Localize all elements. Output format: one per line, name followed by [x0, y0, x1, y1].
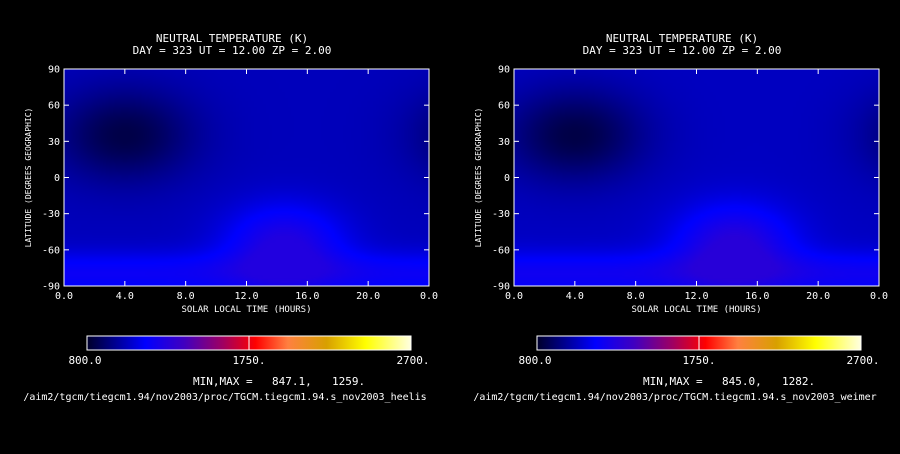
x-tick-label: 12.0: [684, 291, 708, 302]
chart-subtitle: DAY = 323 UT = 12.00 ZP = 2.00: [583, 44, 782, 57]
max-value: 1282.: [782, 375, 815, 388]
max-value: 1259.: [332, 375, 365, 388]
x-tick-label: 4.0: [116, 291, 134, 302]
y-tick-label: 30: [498, 137, 510, 148]
minmax-label: MIN,MAX =: [193, 375, 253, 388]
minmax-label: MIN,MAX =: [643, 375, 703, 388]
y-tick-label: 90: [498, 65, 510, 76]
x-tick-label: 0.0: [420, 291, 438, 302]
y-tick-label: -30: [492, 209, 510, 220]
x-tick-label: 0.0: [870, 291, 888, 302]
x-tick-label: 0.0: [55, 291, 73, 302]
x-tick-label: 8.0: [627, 291, 645, 302]
x-tick-label: 20.0: [356, 291, 380, 302]
y-tick-label: 30: [48, 137, 60, 148]
y-axis-label: LATITUDE (DEGREES GEOGRAPHIC): [474, 108, 483, 248]
panel-2: NEUTRAL TEMPERATURE (K)DAY = 323 UT = 12…: [473, 32, 888, 403]
x-tick-label: 0.0: [505, 291, 523, 302]
panel-1: NEUTRAL TEMPERATURE (K)DAY = 323 UT = 12…: [23, 32, 438, 403]
colorbar-max-label: 2700.: [846, 354, 879, 367]
min-value: 847.1,: [272, 375, 312, 388]
heatmap-field: [514, 69, 879, 286]
heatmap-field: [64, 69, 429, 286]
y-tick-label: -60: [492, 245, 510, 256]
x-tick-label: 4.0: [566, 291, 584, 302]
y-tick-label: -60: [42, 245, 60, 256]
chart-subtitle: DAY = 323 UT = 12.00 ZP = 2.00: [133, 44, 332, 57]
x-tick-label: 16.0: [745, 291, 769, 302]
y-tick-label: 0: [504, 173, 510, 184]
x-axis-label: SOLAR LOCAL TIME (HOURS): [181, 305, 311, 315]
chart-title: NEUTRAL TEMPERATURE (K): [606, 32, 758, 45]
y-tick-label: 90: [48, 65, 60, 76]
y-tick-label: -90: [42, 282, 60, 293]
y-tick-label: -30: [42, 209, 60, 220]
colorbar-max-label: 2700.: [396, 354, 429, 367]
y-tick-label: 60: [48, 101, 60, 112]
x-axis-label: SOLAR LOCAL TIME (HOURS): [631, 305, 761, 315]
chart-title: NEUTRAL TEMPERATURE (K): [156, 32, 308, 45]
colorbar-min-label: 800.0: [518, 354, 551, 367]
file-path: /aim2/tgcm/tiegcm1.94/nov2003/proc/TGCM.…: [473, 392, 876, 403]
x-tick-label: 20.0: [806, 291, 830, 302]
colorbar-mid-label: 1750.: [682, 354, 715, 367]
x-tick-label: 16.0: [295, 291, 319, 302]
min-value: 845.0,: [722, 375, 762, 388]
y-tick-label: -90: [492, 282, 510, 293]
y-tick-label: 0: [54, 173, 60, 184]
colorbar-min-label: 800.0: [68, 354, 101, 367]
x-tick-label: 8.0: [177, 291, 195, 302]
x-tick-label: 12.0: [234, 291, 258, 302]
file-path: /aim2/tgcm/tiegcm1.94/nov2003/proc/TGCM.…: [23, 392, 426, 403]
colorbar-mid-label: 1750.: [232, 354, 265, 367]
y-tick-label: 60: [498, 101, 510, 112]
y-axis-label: LATITUDE (DEGREES GEOGRAPHIC): [24, 108, 33, 248]
